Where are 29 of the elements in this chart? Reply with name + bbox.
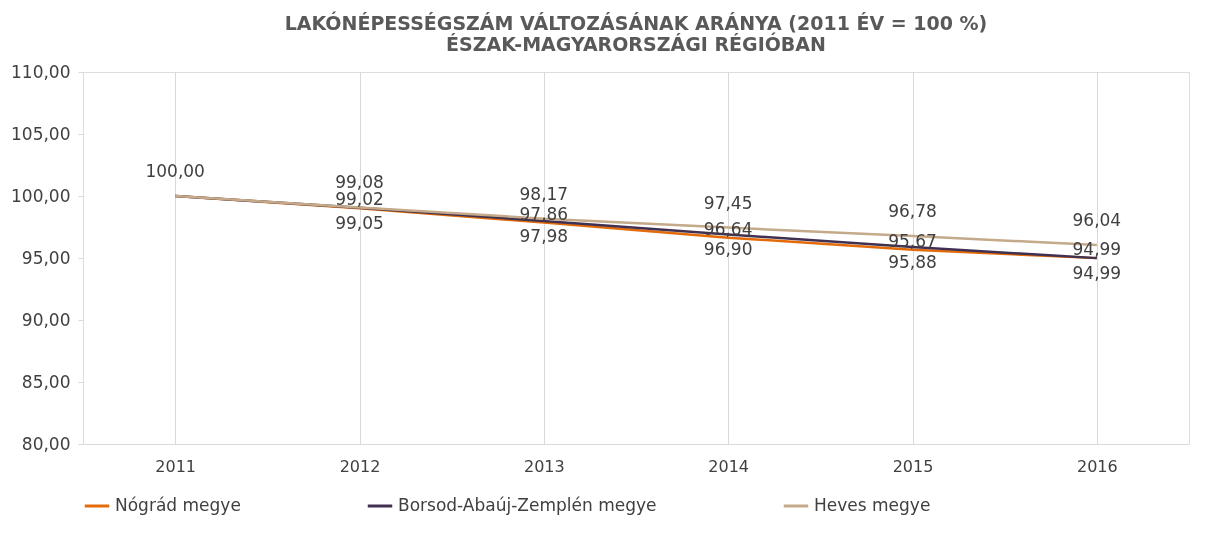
data-label: 96,78 [888,200,937,221]
data-label: 95,88 [888,252,937,273]
data-label: 99,05 [335,212,384,233]
y-tick-label: 90,00 [21,309,71,330]
data-label: 100,00 [145,161,205,181]
data-label: 94,99 [1072,263,1122,284]
x-tick-label: 2012 [339,456,381,476]
x-tick-label: 2011 [155,456,197,476]
y-tick-label: 110,00 [11,61,71,82]
y-tick-label: 95,00 [21,247,71,268]
data-label: 96,90 [703,239,753,260]
data-label: 96,04 [1072,210,1122,231]
text: ÉSZAK-MAGYARORSZÁGI RÉGIÓBAN [446,33,826,55]
data-label: 97,45 [703,192,753,213]
y-tick-label: 80,00 [21,433,71,454]
data-label: 97,98 [519,226,569,247]
data-label: 98,17 [519,183,569,204]
y-tick-label: 105,00 [11,123,71,144]
data-label: 94,99 [1072,239,1122,260]
x-tick-label: 2015 [892,456,934,476]
x-tick-label: 2014 [708,456,750,476]
y-tick-label: 85,00 [21,371,71,392]
x-tick-label: 2013 [523,456,565,476]
y-tick-label: 100,00 [11,185,71,206]
x-tick-label: 2016 [1076,456,1118,476]
legend-label: Borsod-Abaúj-Zemplén megye [398,495,657,515]
legend-label: Nógrád megye [115,495,241,515]
data-label: 96,64 [703,218,753,239]
legend-label: Heves megye [814,495,931,515]
